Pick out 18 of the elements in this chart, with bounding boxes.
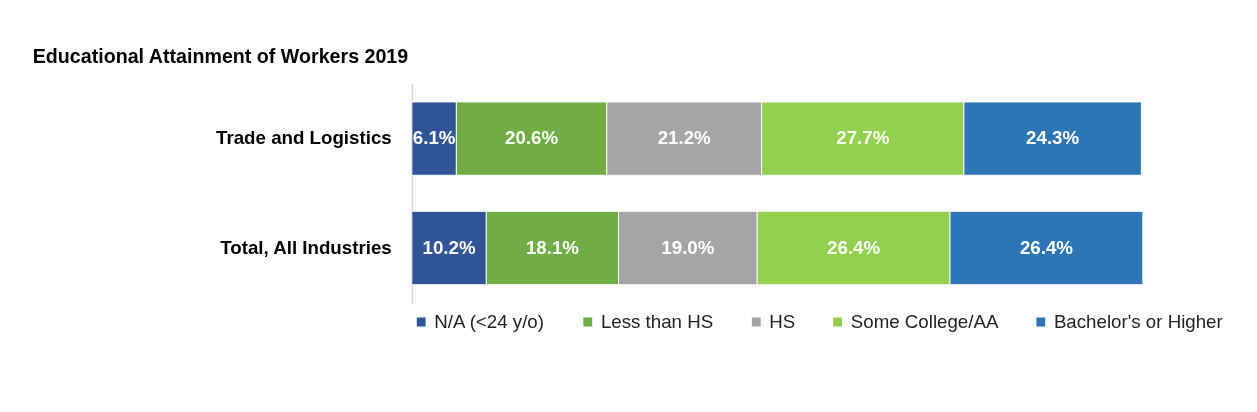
data-label: 27.7% [836, 127, 890, 149]
data-label: 6.1% [412, 127, 456, 149]
data-label: 26.4% [827, 236, 881, 258]
data-label: 21.2% [657, 127, 712, 149]
data-label: 18.1% [525, 236, 580, 258]
data-label: 10.2% [422, 236, 476, 258]
legend-label: Bachelor's or Higher [1053, 310, 1223, 332]
legend-label: Less than HS [600, 310, 714, 332]
y-tick-label: Total, All Industries [220, 236, 392, 258]
data-label: 20.6% [505, 127, 559, 149]
data-label: 24.3% [1026, 127, 1080, 149]
y-tick-label: Trade and Logistics [216, 127, 392, 149]
data-label: 26.4% [1019, 236, 1074, 258]
legend-label: N/A (<24 y/o) [434, 310, 544, 332]
data-label: 19.0% [661, 236, 715, 258]
legend-label: HS [769, 310, 796, 332]
text: Educational Attainment of Workers 2019 [32, 44, 409, 67]
legend-label: Some College/AA [850, 310, 999, 332]
